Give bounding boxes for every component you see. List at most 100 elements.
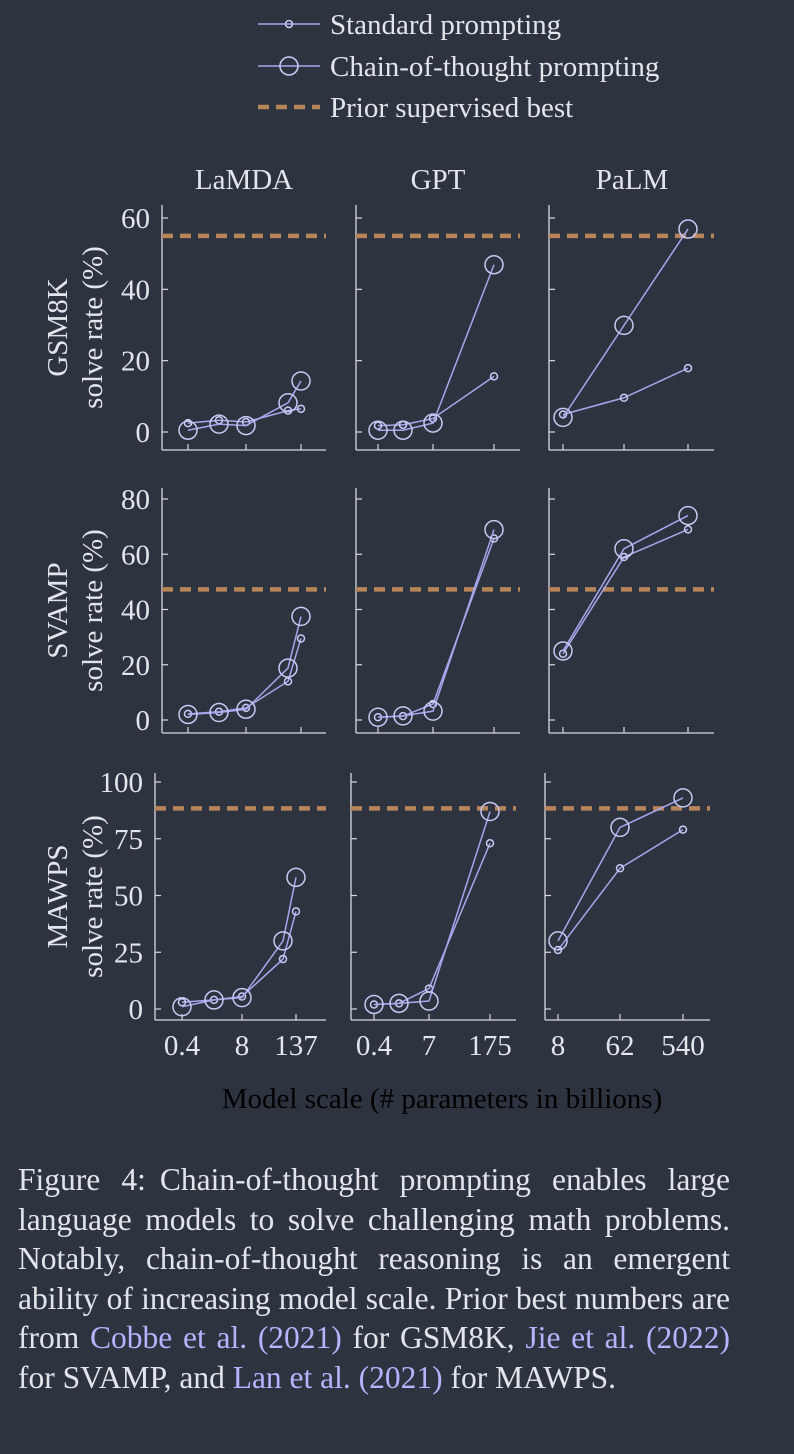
panel-mawps-gpt: 0.4 7 175 xyxy=(350,773,516,1062)
chain-of-thought-point xyxy=(273,931,293,951)
chain-of-thought-point xyxy=(178,420,198,440)
chain-of-thought-point xyxy=(236,415,256,436)
chain-of-thought-line xyxy=(373,811,491,1006)
standard-prompting-point xyxy=(683,525,693,534)
y-tick-label: 60 xyxy=(121,539,150,571)
panel-svamp-lamda: 0 20 40 60 80 xyxy=(121,484,326,737)
x-tick-label: 175 xyxy=(468,1030,512,1062)
standard-prompting-point xyxy=(183,418,193,428)
standard-prompting-point xyxy=(615,864,625,873)
x-tick-label: 8 xyxy=(235,1030,250,1062)
chain-of-thought-line xyxy=(187,616,302,716)
chain-of-thought-point xyxy=(678,219,698,239)
standard-prompting-point xyxy=(678,825,688,834)
x-tick-label: 0.4 xyxy=(356,1030,393,1062)
chain-of-thought-point xyxy=(368,707,388,727)
row-title-metric: solve rate (%) xyxy=(77,815,109,978)
chain-of-thought-point xyxy=(286,867,306,888)
chain-of-thought-point xyxy=(553,407,573,428)
panel-mawps-lamda: 0 25 50 75 100 0.4 8 137 xyxy=(100,767,326,1062)
standard-prompting-line xyxy=(377,375,495,427)
row-title-dataset: MAWPS xyxy=(42,844,74,948)
citation-link-jie[interactable]: Jie et al. (2022) xyxy=(525,1320,730,1355)
x-tick-label: 8 xyxy=(551,1030,566,1062)
chain-of-thought-point xyxy=(389,993,409,1014)
citation-link-cobbe[interactable]: Cobbe et al. (2021) xyxy=(89,1320,342,1355)
chain-of-thought-line xyxy=(557,797,684,942)
y-tick-label: 75 xyxy=(114,824,143,856)
y-tick-label: 0 xyxy=(129,994,144,1026)
citation-link-lan[interactable]: Lan et al. (2021) xyxy=(232,1359,443,1395)
standard-prompting-point xyxy=(428,699,438,709)
row-title-metric: solve rate (%) xyxy=(77,246,109,409)
chain-of-thought-point xyxy=(291,371,311,391)
y-tick-label: 20 xyxy=(121,346,150,378)
panel-svamp-palm xyxy=(548,488,714,734)
row-title-dataset: SVAMP xyxy=(42,562,74,658)
chain-of-thought-point xyxy=(423,413,443,433)
chain-of-thought-point xyxy=(393,420,413,440)
x-tick-label: 7 xyxy=(422,1030,437,1062)
x-axis-label: Model scale (# parameters in billions) xyxy=(222,1083,663,1115)
y-tick-label: 60 xyxy=(121,203,150,235)
chain-of-thought-line xyxy=(181,877,297,1008)
standard-prompting-point xyxy=(373,421,383,430)
standard-prompting-point xyxy=(558,410,568,419)
chain-of-thought-line xyxy=(378,264,495,431)
legend-swatch-marker xyxy=(279,56,299,76)
y-tick-label: 25 xyxy=(114,937,143,969)
y-tick-label: 50 xyxy=(114,881,143,913)
chain-of-thought-point xyxy=(678,505,698,526)
chain-of-thought-point xyxy=(610,817,630,838)
chain-of-thought-point xyxy=(368,420,388,440)
legend-label: Prior supervised best xyxy=(330,92,573,124)
figure-caption: Figure 4: Chain-of-thought prompting enab… xyxy=(18,1160,730,1397)
x-tick-label: 62 xyxy=(606,1030,635,1062)
standard-prompting-point xyxy=(296,634,306,643)
standard-prompting-point xyxy=(485,839,495,848)
chain-of-thought-point xyxy=(204,990,224,1010)
chain-of-thought-point xyxy=(393,706,413,726)
chain-of-thought-point xyxy=(614,538,634,559)
chain-of-thought-line xyxy=(562,228,689,418)
x-tick-label: 540 xyxy=(661,1030,705,1062)
standard-prompting-point xyxy=(283,677,293,686)
caption-text: for GSM8K, xyxy=(341,1320,526,1355)
panel-gsm8k-palm xyxy=(548,205,714,451)
chain-of-thought-point xyxy=(480,801,500,822)
standard-prompting-point xyxy=(683,363,693,373)
chain-of-thought-point xyxy=(364,994,384,1015)
standard-prompting-point xyxy=(296,404,306,414)
standard-prompting-point xyxy=(241,703,251,713)
chain-of-thought-point xyxy=(484,254,504,275)
standard-prompting-point xyxy=(619,393,629,403)
y-tick-label: 40 xyxy=(121,274,150,306)
chain-of-thought-point xyxy=(553,641,573,661)
panel-gsm8k-gpt xyxy=(355,205,520,451)
chain-of-thought-point xyxy=(236,699,256,719)
chain-of-thought-point xyxy=(172,996,192,1017)
standard-prompting-line xyxy=(557,829,684,951)
standard-prompting-point xyxy=(291,907,301,916)
column-title: GPT xyxy=(411,164,466,196)
standard-prompting-line xyxy=(562,367,689,416)
figure-label: Figure 4: xyxy=(18,1162,146,1197)
chain-of-thought-point xyxy=(278,393,298,413)
chain-of-thought-point xyxy=(278,658,298,678)
chain-of-thought-point xyxy=(484,519,504,540)
caption-text: for SVAMP, and xyxy=(18,1359,233,1395)
caption-text: Chain-of-thought prompting enables large… xyxy=(18,1162,730,1355)
y-tick-label: 100 xyxy=(100,767,144,799)
chain-of-thought-point xyxy=(209,702,229,723)
chain-of-thought-point xyxy=(673,788,693,808)
standard-prompting-point xyxy=(177,997,187,1007)
x-tick-label: 0.4 xyxy=(164,1030,201,1062)
y-tick-label: 80 xyxy=(121,484,150,516)
chain-of-thought-point xyxy=(548,931,568,951)
legend-swatch-marker xyxy=(284,19,294,29)
y-tick-label: 0 xyxy=(136,417,151,449)
standard-prompting-point xyxy=(489,372,499,381)
panel-svamp-gpt xyxy=(355,488,520,734)
chain-of-thought-point xyxy=(178,704,198,725)
